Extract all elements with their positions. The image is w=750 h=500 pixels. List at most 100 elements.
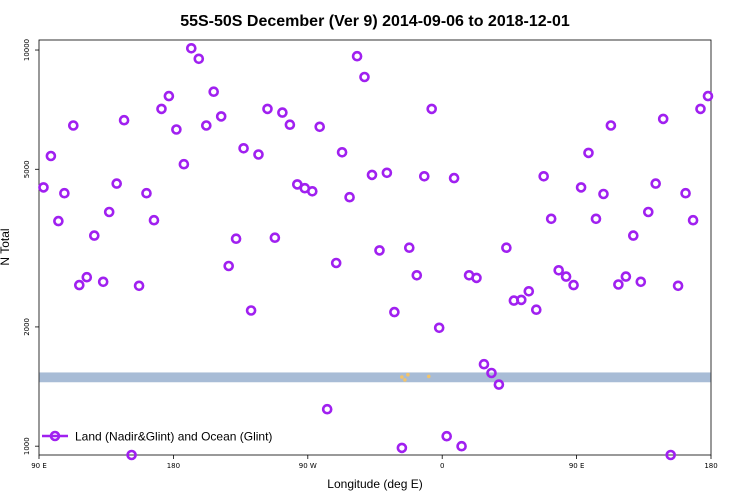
data-point — [330, 257, 342, 269]
legend: Land (Nadir&Glint) and Ocean (Glint) — [42, 430, 272, 444]
data-point — [374, 245, 385, 256]
data-point — [89, 230, 100, 241]
data-point — [493, 379, 505, 390]
x-tick-label: 0 — [440, 462, 444, 470]
data-point — [613, 279, 624, 290]
data-point — [351, 50, 363, 62]
x-tick-label: 90 E — [31, 462, 47, 470]
data-point — [627, 230, 639, 241]
data-point — [418, 171, 430, 182]
data-point — [583, 147, 594, 159]
x-axis: 90 E 180 90 W 0 90 E 180 — [31, 455, 718, 470]
data-point — [411, 269, 423, 281]
x-tick-label: 90 E — [569, 462, 585, 470]
data-point — [441, 430, 453, 442]
data-point — [269, 232, 281, 243]
data-point — [118, 114, 130, 126]
x-tick-label: 180 — [167, 462, 180, 470]
data-point — [389, 306, 400, 318]
data-point — [396, 442, 408, 454]
data-point — [171, 124, 182, 135]
reference-band — [39, 372, 711, 383]
data-point — [695, 103, 706, 115]
data-point — [284, 119, 296, 130]
data-point — [74, 279, 85, 291]
data-point — [38, 182, 49, 193]
chart-title: 55S-50S December (Ver 9) 2014-09-06 to 2… — [180, 13, 570, 30]
data-point — [103, 206, 115, 218]
band-speck — [426, 374, 431, 379]
y-tick-label: 2000 — [23, 318, 31, 336]
data-point — [366, 169, 378, 181]
legend-label: Land (Nadir&Glint) and Ocean (Glint) — [75, 430, 272, 444]
data-point — [620, 271, 632, 282]
data-point — [426, 103, 438, 115]
y-tick-label: 10000 — [23, 39, 31, 61]
data-point — [486, 367, 497, 379]
data-point — [223, 260, 234, 272]
data-point — [156, 103, 167, 115]
data-point — [59, 187, 70, 199]
data-point — [702, 90, 714, 102]
legend-marker — [49, 430, 61, 442]
data-point — [53, 215, 64, 227]
data-point — [530, 304, 542, 316]
data-point — [306, 186, 318, 197]
data-point — [545, 213, 557, 225]
y-tick-label: 5000 — [23, 160, 31, 178]
data-point — [575, 182, 587, 193]
data-point — [568, 279, 579, 291]
band-speck — [403, 378, 407, 382]
data-point — [68, 120, 79, 131]
data-point — [344, 191, 355, 203]
data-point — [148, 214, 160, 226]
data-point — [687, 214, 699, 226]
data-point — [448, 172, 460, 184]
data-point — [672, 280, 684, 292]
x-axis-label: Longitude (deg E) — [327, 477, 422, 491]
y-axis-label: N Total — [0, 228, 12, 265]
y-tick-label: 1000 — [23, 437, 31, 455]
plot-frame — [38, 39, 712, 456]
band-speck — [400, 375, 404, 379]
data-point — [230, 233, 242, 244]
data-point — [650, 178, 662, 189]
data-point — [336, 147, 348, 158]
y-axis: 1000 2000 5000 10000 — [23, 39, 39, 455]
data-point — [238, 143, 249, 154]
data-points — [38, 42, 714, 461]
band-rect — [39, 372, 711, 383]
data-point — [642, 206, 654, 218]
data-point — [262, 103, 273, 115]
data-point — [126, 449, 137, 461]
data-point — [523, 285, 535, 297]
data-point — [215, 111, 227, 122]
data-point — [403, 242, 415, 253]
data-point — [553, 264, 565, 276]
data-point — [186, 42, 197, 54]
data-point — [111, 178, 122, 189]
data-point — [381, 167, 393, 179]
data-point — [321, 403, 333, 415]
data-point — [208, 86, 219, 97]
data-point — [456, 440, 467, 452]
data-point — [665, 449, 677, 461]
x-tick-label: 180 — [704, 462, 717, 470]
band-speck — [406, 372, 410, 377]
data-point — [45, 150, 57, 162]
data-point — [277, 107, 288, 118]
data-point — [635, 276, 647, 288]
data-point — [253, 149, 264, 160]
data-point — [501, 242, 512, 253]
data-point — [598, 188, 609, 200]
data-point — [471, 272, 482, 284]
data-point — [560, 271, 572, 282]
data-point — [141, 187, 152, 199]
data-point — [433, 322, 445, 334]
data-point — [314, 121, 326, 133]
data-point — [478, 358, 490, 370]
data-point — [605, 120, 617, 131]
data-point — [657, 113, 669, 125]
data-point — [201, 120, 212, 131]
